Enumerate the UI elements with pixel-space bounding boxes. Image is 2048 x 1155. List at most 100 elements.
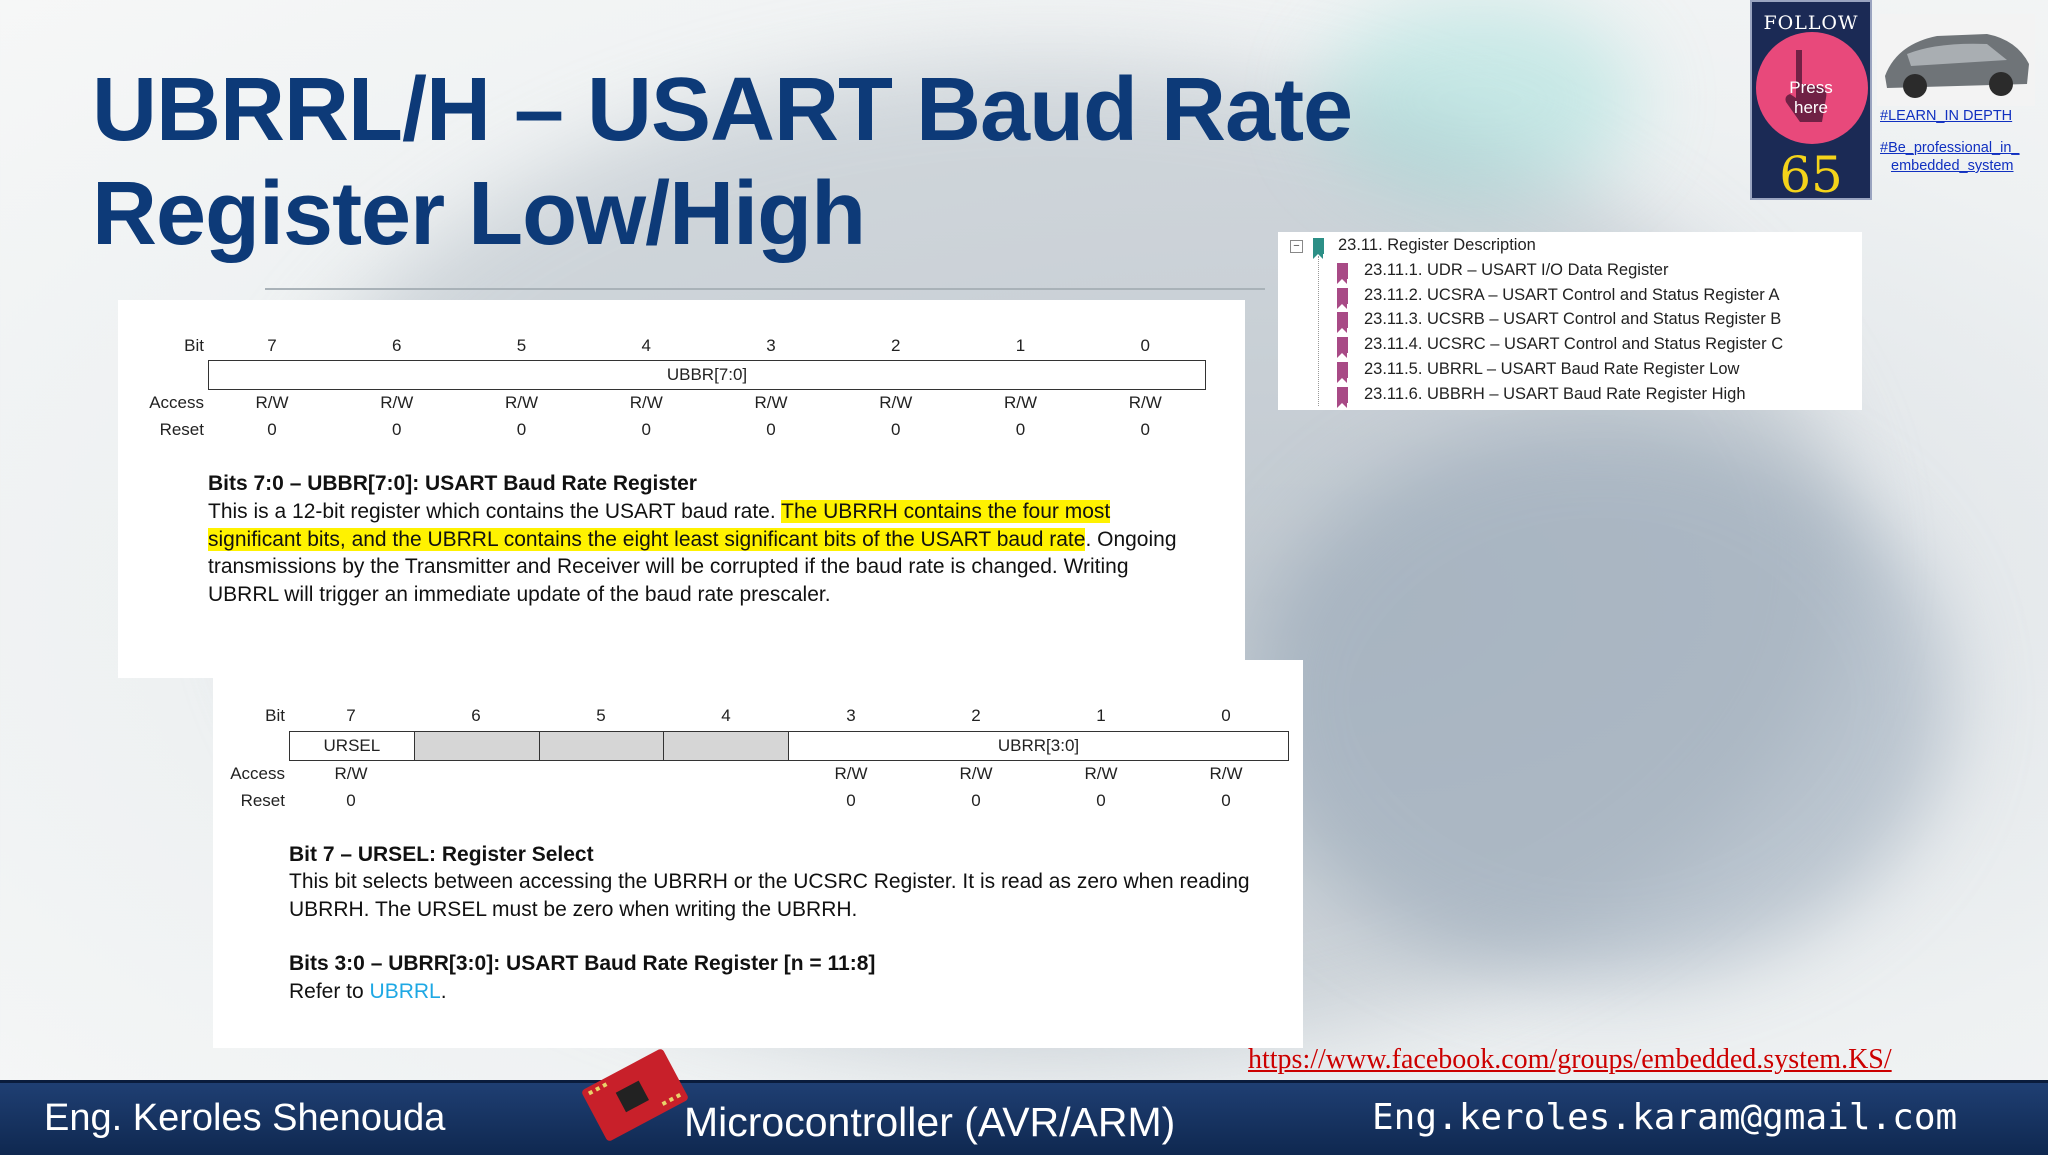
desc-text-c: transmissions by the Transmitter and Rec… [208,555,1129,578]
ubbr-description: This is a 12-bit register which contains… [208,498,1228,608]
reset-bit-7: 0 [346,791,356,810]
bit-number-6: 1 [1015,336,1026,355]
reset-value-0: 0 [267,420,277,439]
access-value-3: R/W [629,393,663,412]
reset-value-1: 0 [392,420,402,439]
slide-title-line1: UBRRL/H – USART Baud Rate [92,60,1353,160]
reserved-bit-5 [539,732,665,760]
bit-number-3: 4 [641,336,651,355]
access-value-2: R/W [504,393,539,412]
reset-value-3: 0 [1221,791,1231,810]
ubrrl-link[interactable]: UBRRL [369,980,441,1003]
press-text: Press [1789,78,1833,97]
access-value-5: R/W [879,393,913,412]
reset-label: Reset [240,791,285,810]
footer-bar: Eng. Keroles Shenouda Microcontroller (A… [0,1080,2048,1155]
toc-item[interactable]: 23.11.4. UCSRC – USART Control and Statu… [1364,335,1784,354]
bit-number-0: 7 [267,336,277,355]
bit-number-7: 0 [1221,706,1231,725]
ursel-field: URSEL [290,732,415,760]
ubrr-3-0-heading: Bits 3:0 – UBRR[3:0]: USART Baud Rate Re… [289,952,876,975]
toc-item[interactable]: 23.11.1. UDR – USART I/O Data Register [1364,261,1669,279]
reset-value-6: 0 [1015,420,1026,439]
desc-text-b: . Ongoing [1085,527,1177,551]
learn-in-depth-tag[interactable]: #LEARN_IN DEPTH [1880,108,2013,124]
bit-number-0: 7 [346,706,356,725]
background-engine-image [1250,420,1950,980]
bookmark-icon [1337,312,1348,334]
collapse-toggle-icon[interactable]: − [1290,240,1303,253]
ubrr-3-0-description: Refer to UBRRL. [289,978,447,1006]
reset-value-5: 0 [891,420,901,439]
reset-label: Reset [159,420,204,439]
bookmarks-panel: − 23.11. Register Description 23.11.1. U… [1278,232,1862,410]
bookmark-icon [1313,238,1324,259]
page-number: 65 [1779,146,1843,204]
access-value-0: R/W [834,764,868,783]
ubrrh-field-box: URSEL UBRR[3:0] [289,731,1289,761]
microcontroller-board-image [582,1049,688,1141]
here-text: here [1793,98,1829,117]
ubbr-heading: Bits 7:0 – UBBR[7:0]: USART Baud Rate Re… [208,472,697,495]
footer-email: Eng.keroles.karam@gmail.com [1372,1097,1958,1138]
refer-suffix: . [440,980,447,1003]
bit-number-1: 6 [471,706,481,725]
desc-text-d: UBRRL will trigger an immediate update o… [208,582,831,606]
bookmark-icon [1337,386,1348,408]
be-professional-tag-line1[interactable]: #Be_professional_in_ [1880,140,2020,156]
bookmark-icon [1337,287,1348,309]
bookmark-icon [1337,337,1348,359]
be-professional-tag-line2[interactable]: embedded_system [1891,158,2014,174]
title-divider [265,288,1265,290]
access-value-6: R/W [1003,393,1038,412]
facebook-group-link[interactable]: https://www.facebook.com/groups/embedded… [1248,1044,1892,1075]
bit-label: Bit [265,706,285,725]
reset-value-4: 0 [766,420,776,439]
bit-number-5: 2 [891,336,901,355]
follow-us-badge[interactable]: FOLLOW US Press here 65 [1750,0,1872,204]
background-accent [1320,0,1640,200]
press-here-circle[interactable] [1756,32,1868,144]
footer-course: Microcontroller (AVR/ARM) [684,1099,1176,1145]
bit-number-5: 2 [971,706,981,725]
bit-label: Bit [184,336,204,355]
toc-parent[interactable]: 23.11. Register Description [1338,236,1536,254]
slide-title-line2: Register Low/High [92,164,866,264]
desc-text-a: This is a 12-bit register which contains… [208,500,782,523]
reset-value-2: 0 [1096,791,1106,810]
ubbr-field: UBBR[7:0] [666,365,748,384]
access-value-0: R/W [255,393,289,412]
reserved-bit-4 [664,732,789,760]
access-label: Access [230,764,285,783]
pointing-hand-icon [1785,50,1827,122]
ubrrl-register-panel: Bit 7 6 5 4 3 2 1 0 UBBR[7:0] Access R/W R/W R/W R… [118,300,1245,678]
bit-number-6: 1 [1096,706,1106,725]
toc-item[interactable]: 23.11.6. UBBRH – USART Baud Rate Registe… [1364,384,1746,403]
toc-item[interactable]: 23.11.2. UCSRA – USART Control and Statu… [1364,285,1780,304]
bit-number-4: 3 [766,336,776,355]
press-here-text: Press here [1752,78,1870,118]
bookmark-icon [1337,263,1348,284]
highlight-text-2: significant bits, and the UBRRL contains… [208,527,1086,551]
ursel-desc-line2: UBRRH. The URSEL must be zero when writi… [289,897,858,921]
access-value-1: R/W [380,393,414,412]
bit-number-1: 6 [392,336,402,355]
ursel-desc-line1: This bit selects between accessing the U… [289,870,1250,893]
ursel-description: This bit selects between accessing the U… [289,868,1289,923]
access-value-3: R/W [1209,764,1243,783]
access-bit-7: R/W [334,764,368,783]
access-value-1: R/W [959,764,993,783]
reset-value-2: 0 [516,420,527,439]
toc-item[interactable]: 23.11.3. UCSRB – USART Control and Statu… [1364,310,1782,329]
toc-item[interactable]: 23.11.5. UBRRL – USART Baud Rate Registe… [1364,359,1740,378]
bit-number-2: 5 [516,336,527,355]
bit-number-7: 0 [1140,336,1150,355]
refer-prefix: Refer to [289,980,370,1003]
reset-value-1: 0 [971,791,981,810]
ubrr-3-0-field: UBRR[3:0] [997,736,1080,755]
bit-number-3: 4 [721,706,731,725]
access-value-7: R/W [1128,393,1162,412]
bit-number-2: 5 [596,706,606,725]
ubbr-field-box: UBBR[7:0] [208,360,1206,390]
